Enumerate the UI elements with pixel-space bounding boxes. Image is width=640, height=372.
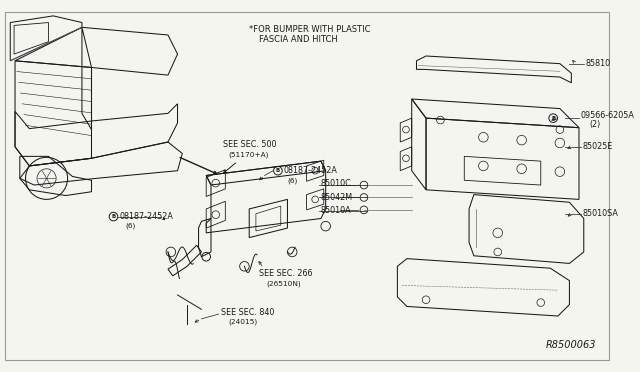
Text: 08187-2452A: 08187-2452A — [119, 212, 173, 221]
Text: (24015): (24015) — [228, 318, 257, 325]
Text: *FOR BUMPER WITH PLASTIC: *FOR BUMPER WITH PLASTIC — [249, 25, 371, 35]
Text: B: B — [111, 214, 116, 219]
Text: 85010C: 85010C — [321, 179, 351, 187]
Text: R8500063: R8500063 — [545, 340, 596, 350]
Text: 08187-2452A: 08187-2452A — [284, 166, 337, 175]
Text: 85810: 85810 — [586, 59, 611, 68]
Text: 09566-6205A: 09566-6205A — [581, 111, 635, 120]
Text: FASCIA AND HITCH: FASCIA AND HITCH — [259, 35, 337, 44]
Text: (26510N): (26510N) — [266, 280, 301, 287]
Text: SEE SEC. 500: SEE SEC. 500 — [223, 140, 277, 150]
Text: B: B — [551, 116, 556, 121]
Text: SEE SEC. 266: SEE SEC. 266 — [259, 269, 312, 278]
Text: (6): (6) — [287, 177, 298, 183]
Text: B: B — [276, 168, 280, 173]
Text: 85010A: 85010A — [321, 206, 351, 215]
Text: 85042M: 85042M — [321, 193, 353, 202]
Text: SEE SEC. 840: SEE SEC. 840 — [221, 308, 274, 317]
Text: (2): (2) — [589, 120, 601, 129]
Text: 85010SA: 85010SA — [583, 209, 619, 218]
Text: 85025E: 85025E — [583, 142, 613, 151]
Text: (51170+A): (51170+A) — [228, 151, 269, 158]
Text: (6): (6) — [125, 223, 135, 230]
